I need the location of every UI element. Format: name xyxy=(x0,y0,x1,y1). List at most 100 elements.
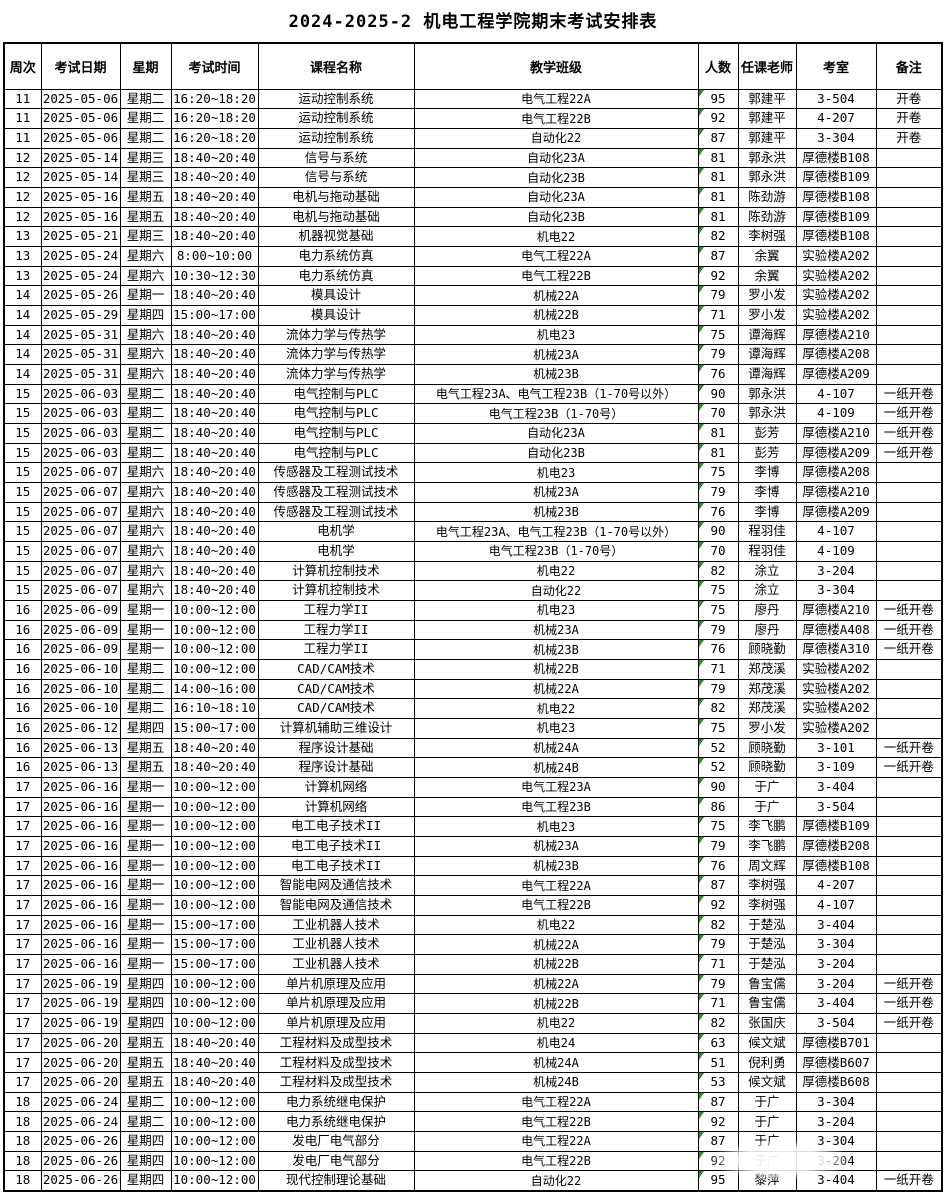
cell-exam-date[interactable]: 2025-06-16 xyxy=(40,855,121,877)
cell-course-name[interactable]: 机器视觉基础 xyxy=(257,226,415,247)
cell-teaching-class[interactable]: 电气工程23B xyxy=(413,796,699,818)
cell-exam-date[interactable]: 2025-05-29 xyxy=(40,304,121,326)
cell-weekday[interactable]: 星期六 xyxy=(119,245,172,267)
cell-remark[interactable] xyxy=(875,718,943,739)
cell-student-count[interactable]: 87 xyxy=(697,1091,739,1113)
cell-teaching-class[interactable]: 自动化22 xyxy=(413,1170,699,1192)
cell-week[interactable]: 16 xyxy=(3,658,42,680)
cell-weekday[interactable]: 星期六 xyxy=(119,265,172,287)
cell-teacher[interactable]: 郭建平 xyxy=(737,127,797,149)
cell-exam-room[interactable]: 3-204 xyxy=(795,954,877,975)
cell-course-name[interactable]: 流体力学与传热学 xyxy=(257,324,415,346)
cell-course-name[interactable]: 电力系统继电保护 xyxy=(257,1111,415,1133)
cell-exam-time[interactable]: 18:40~20:40 xyxy=(170,1072,259,1093)
cell-exam-date[interactable]: 2025-05-31 xyxy=(40,363,121,385)
cell-week[interactable]: 15 xyxy=(3,521,42,542)
cell-remark[interactable]: 开卷 xyxy=(875,88,943,110)
cell-course-name[interactable]: 单片机原理及应用 xyxy=(257,973,415,995)
cell-week[interactable]: 15 xyxy=(3,481,42,503)
cell-student-count[interactable]: 92 xyxy=(697,1111,739,1133)
cell-week[interactable]: 17 xyxy=(3,914,42,936)
cell-exam-time[interactable]: 15:00~17:00 xyxy=(170,954,259,975)
cell-week[interactable]: 16 xyxy=(3,737,42,759)
cell-student-count[interactable]: 75 xyxy=(697,599,739,621)
cell-weekday[interactable]: 星期一 xyxy=(119,914,172,936)
cell-exam-date[interactable]: 2025-06-12 xyxy=(40,718,121,739)
cell-exam-date[interactable]: 2025-06-07 xyxy=(40,481,121,503)
cell-remark[interactable]: 开卷 xyxy=(875,108,943,129)
cell-teacher[interactable]: 郭永洪 xyxy=(737,147,797,169)
cell-exam-room[interactable]: 3-504 xyxy=(795,88,877,110)
cell-teacher[interactable]: 陈劲游 xyxy=(737,186,797,208)
cell-teacher[interactable]: 候文斌 xyxy=(737,1032,797,1054)
cell-course-name[interactable]: 电气控制与PLC xyxy=(257,383,415,405)
cell-teaching-class[interactable]: 机械24B xyxy=(413,1072,699,1093)
cell-exam-room[interactable]: 厚德楼A210 xyxy=(795,599,877,621)
cell-week[interactable]: 15 xyxy=(3,403,42,424)
cell-week[interactable]: 16 xyxy=(3,757,42,779)
cell-teacher[interactable]: 谭海辉 xyxy=(737,363,797,385)
cell-course-name[interactable]: 计算机控制技术 xyxy=(257,560,415,582)
cell-student-count[interactable]: 86 xyxy=(697,796,739,818)
cell-teaching-class[interactable]: 机电22 xyxy=(413,914,699,936)
cell-week[interactable]: 14 xyxy=(3,324,42,346)
cell-weekday[interactable]: 星期一 xyxy=(119,285,172,306)
cell-teaching-class[interactable]: 机械23A xyxy=(413,619,699,641)
cell-exam-room[interactable]: 厚德楼B108 xyxy=(795,226,877,247)
cell-exam-date[interactable]: 2025-06-07 xyxy=(40,560,121,582)
cell-exam-time[interactable]: 18:40~20:40 xyxy=(170,206,259,228)
cell-week[interactable]: 17 xyxy=(3,1052,42,1074)
cell-exam-date[interactable]: 2025-05-31 xyxy=(40,344,121,365)
cell-exam-date[interactable]: 2025-06-07 xyxy=(40,580,121,601)
cell-remark[interactable]: 一纸开卷 xyxy=(875,993,943,1015)
cell-teacher[interactable]: 顾晓勤 xyxy=(737,639,797,660)
cell-teaching-class[interactable]: 自动化23A xyxy=(413,147,699,169)
cell-course-name[interactable]: 模具设计 xyxy=(257,285,415,306)
cell-week[interactable]: 15 xyxy=(3,580,42,601)
cell-student-count[interactable]: 82 xyxy=(697,1013,739,1034)
cell-exam-time[interactable]: 10:00~12:00 xyxy=(170,1131,259,1152)
cell-week[interactable]: 15 xyxy=(3,442,42,464)
cell-exam-time[interactable]: 16:20~18:20 xyxy=(170,88,259,110)
cell-course-name[interactable]: 发电厂电气部分 xyxy=(257,1150,415,1172)
cell-exam-room[interactable]: 厚德楼B109 xyxy=(795,167,877,188)
cell-exam-room[interactable]: 厚德楼B701 xyxy=(795,1032,877,1054)
cell-exam-room[interactable]: 3-109 xyxy=(795,757,877,779)
cell-exam-time[interactable]: 18:40~20:40 xyxy=(170,363,259,385)
cell-student-count[interactable]: 81 xyxy=(697,186,739,208)
cell-week[interactable]: 18 xyxy=(3,1091,42,1113)
cell-week[interactable]: 17 xyxy=(3,855,42,877)
cell-teaching-class[interactable]: 电气工程22A xyxy=(413,88,699,110)
cell-exam-room[interactable]: 厚德楼B108 xyxy=(795,855,877,877)
cell-teacher[interactable]: 顾晓勤 xyxy=(737,757,797,779)
cell-teacher[interactable]: 于广 xyxy=(737,1131,797,1152)
cell-course-name[interactable]: 电机学 xyxy=(257,540,415,562)
cell-exam-date[interactable]: 2025-05-06 xyxy=(40,127,121,149)
cell-course-name[interactable]: 工程材料及成型技术 xyxy=(257,1052,415,1074)
cell-weekday[interactable]: 星期三 xyxy=(119,147,172,169)
cell-week[interactable]: 17 xyxy=(3,816,42,838)
cell-course-name[interactable]: 电机与拖动基础 xyxy=(257,206,415,228)
cell-exam-time[interactable]: 15:00~17:00 xyxy=(170,934,259,956)
cell-weekday[interactable]: 星期三 xyxy=(119,167,172,188)
cell-teacher[interactable]: 廖丹 xyxy=(737,599,797,621)
cell-exam-room[interactable]: 4-107 xyxy=(795,383,877,405)
cell-course-name[interactable]: 电气控制与PLC xyxy=(257,403,415,424)
cell-exam-room[interactable]: 3-304 xyxy=(795,934,877,956)
cell-exam-date[interactable]: 2025-06-24 xyxy=(40,1111,121,1133)
cell-weekday[interactable]: 星期四 xyxy=(119,718,172,739)
cell-teacher[interactable]: 郑茂溪 xyxy=(737,658,797,680)
cell-week[interactable]: 15 xyxy=(3,422,42,444)
cell-weekday[interactable]: 星期一 xyxy=(119,875,172,897)
cell-teaching-class[interactable]: 机械22A xyxy=(413,678,699,700)
cell-exam-room[interactable]: 3-204 xyxy=(795,1111,877,1133)
cell-teaching-class[interactable]: 电气工程22B xyxy=(413,1150,699,1172)
cell-remark[interactable] xyxy=(875,875,943,897)
cell-remark[interactable] xyxy=(875,304,943,326)
cell-teaching-class[interactable]: 机械23A xyxy=(413,836,699,857)
cell-remark[interactable] xyxy=(875,1111,943,1133)
cell-teacher[interactable]: 李树强 xyxy=(737,226,797,247)
cell-remark[interactable] xyxy=(875,206,943,228)
cell-course-name[interactable]: 电力系统仿真 xyxy=(257,265,415,287)
cell-teacher[interactable]: 顾晓勤 xyxy=(737,737,797,759)
